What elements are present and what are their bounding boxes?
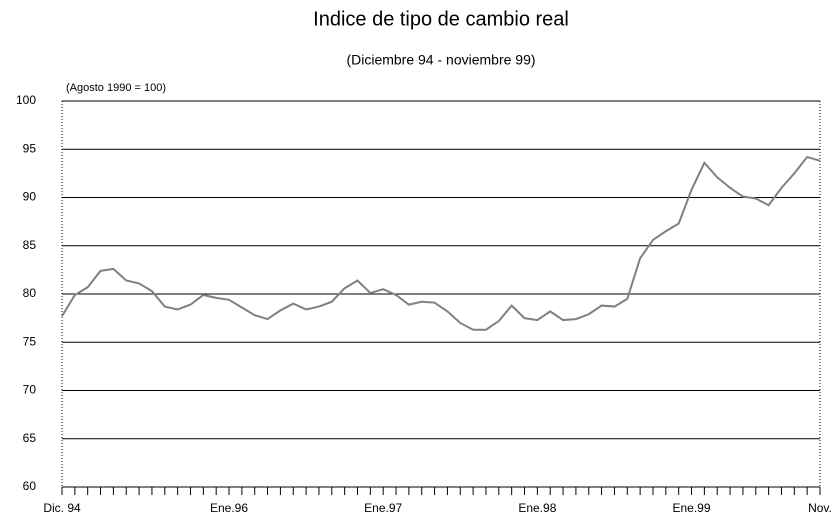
x-tick-label: Ene.96 <box>210 501 248 515</box>
chart-subtitle: (Diciembre 94 - noviembre 99) <box>346 52 535 68</box>
y-tick-label: 90 <box>23 190 37 204</box>
x-tick-label: Ene.99 <box>673 501 711 515</box>
y-tick-label: 100 <box>16 93 36 107</box>
data-line <box>61 155 821 331</box>
y-tick-label: 95 <box>23 141 37 155</box>
chart-title: Indice de tipo de cambio real <box>313 8 569 30</box>
y-tick-label: 60 <box>23 479 37 493</box>
y-tick-label: 75 <box>23 334 37 348</box>
x-tick-label: Dic. 94 <box>43 501 81 515</box>
x-tick-label: Nov. <box>808 501 832 515</box>
x-tick-label: Ene.97 <box>364 501 402 515</box>
unit-note: (Agosto 1990 = 100) <box>66 82 166 94</box>
y-tick-label: 65 <box>23 431 37 445</box>
y-tick-label: 80 <box>23 286 37 300</box>
y-tick-label: 85 <box>23 238 37 252</box>
x-tick-label: Ene.98 <box>518 501 556 515</box>
y-tick-label: 70 <box>23 383 37 397</box>
